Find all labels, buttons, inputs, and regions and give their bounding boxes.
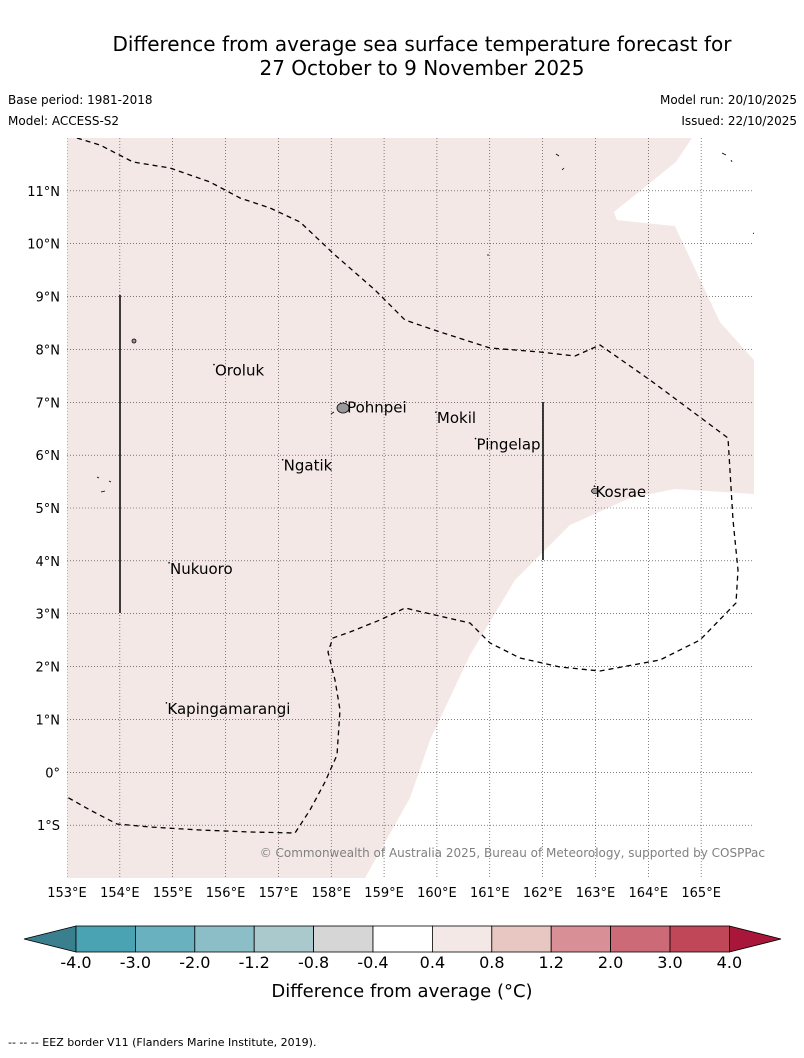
pohnpei-island bbox=[336, 402, 350, 414]
colorbar-tick-label: -0.8 bbox=[298, 953, 329, 972]
colorbar-segment bbox=[372, 925, 433, 953]
latitude-labels: 11°N 10°N 9°N 8°N 7°N 6°N 5°N 4°N 3°N 2°N 1°N 0° 1°S bbox=[27, 185, 60, 834]
colorbar-tick-label: -1.2 bbox=[239, 953, 270, 972]
lon-tick-label: 159°E bbox=[364, 886, 404, 901]
colorbar-under-arrow bbox=[23, 925, 77, 953]
lat-tick-label: 10°N bbox=[27, 238, 60, 253]
place-label: Nukuoro bbox=[170, 560, 233, 578]
colorbar-tick-label: 1.2 bbox=[538, 953, 563, 972]
lon-tick-label: 165°E bbox=[681, 886, 721, 901]
atoll-outline bbox=[721, 152, 733, 163]
kosrae-island bbox=[591, 488, 599, 494]
atoll-outline bbox=[555, 153, 565, 171]
lon-tick-label: 157°E bbox=[259, 886, 299, 901]
lon-tick-label: 153°E bbox=[47, 886, 87, 901]
longitude-labels: 153°E 154°E 155°E 156°E 157°E 158°E 159°E 160°E… bbox=[47, 886, 721, 901]
place-marker bbox=[165, 702, 168, 704]
neutral-region-north bbox=[614, 138, 754, 360]
lat-tick-label: 6°N bbox=[36, 449, 61, 464]
colorbar-tick-label: -3.0 bbox=[120, 953, 151, 972]
title-line-2: 27 October to 9 November 2025 bbox=[259, 56, 585, 80]
graticule bbox=[67, 138, 754, 878]
colorbar-tick-label: 3.0 bbox=[657, 953, 682, 972]
place-marker bbox=[593, 485, 596, 487]
lon-tick-label: 155°E bbox=[153, 886, 193, 901]
colorbar-segment bbox=[75, 925, 136, 953]
colorbar-segment bbox=[669, 925, 730, 953]
place-marker bbox=[281, 458, 284, 461]
copyright-notice: © Commonwealth of Australia 2025, Bureau… bbox=[260, 846, 765, 860]
eez-footnote: -- -- -- EEZ border V11 (Flanders Marine… bbox=[8, 1036, 317, 1049]
lat-tick-label: 11°N bbox=[27, 185, 60, 200]
lon-tick-label: 160°E bbox=[417, 886, 457, 901]
atoll-outline bbox=[330, 411, 335, 415]
place-label: Mokil bbox=[437, 409, 476, 427]
lat-tick-label: 5°N bbox=[36, 502, 61, 517]
small-island bbox=[131, 338, 137, 344]
atoll-outline bbox=[96, 476, 112, 493]
colorbar-tick-label: -0.4 bbox=[357, 953, 388, 972]
colorbar-tick-label: 2.0 bbox=[598, 953, 623, 972]
colorbar: -4.0 -3.0 -2.0 -1.2 -0.8 -0.4 0.4 0.8 1.2 2.0 3.0 4… bbox=[23, 925, 782, 972]
colorbar-segment bbox=[550, 925, 612, 953]
place-label: Pingelap bbox=[477, 436, 541, 454]
place-label: Ngatik bbox=[284, 457, 333, 475]
lat-tick-label: 0° bbox=[45, 766, 60, 781]
lon-tick-label: 156°E bbox=[206, 886, 246, 901]
lat-tick-label: 2°N bbox=[36, 661, 61, 676]
colorbar-tick-label: -4.0 bbox=[60, 953, 91, 972]
lon-tick-label: 163°E bbox=[576, 886, 616, 901]
place-marker bbox=[345, 400, 347, 403]
colorbar-tick-label: 0.4 bbox=[420, 953, 445, 972]
page-title: Difference from average sea surface temp… bbox=[0, 32, 804, 80]
place-label: Kapingamarangi bbox=[167, 700, 290, 718]
colorbar-segment bbox=[194, 925, 255, 953]
lon-tick-label: 162°E bbox=[523, 886, 563, 901]
place-marker bbox=[168, 561, 170, 564]
lon-tick-label: 161°E bbox=[470, 886, 510, 901]
title-line-1: Difference from average sea surface temp… bbox=[112, 32, 732, 56]
lat-tick-label: 1°N bbox=[36, 713, 61, 728]
colorbar-segment bbox=[431, 925, 493, 953]
place-marker bbox=[213, 363, 215, 366]
colorbar-segment bbox=[134, 925, 196, 953]
atoll-outline bbox=[752, 232, 754, 234]
colorbar-segment bbox=[610, 925, 671, 953]
colorbar-over-arrow bbox=[729, 925, 782, 953]
land-islands bbox=[96, 152, 754, 494]
colorbar-tick-label: 4.0 bbox=[717, 953, 742, 972]
lat-tick-label: 9°N bbox=[36, 291, 61, 306]
model-run-label: Model run: 20/10/2025 bbox=[659, 93, 797, 107]
lat-tick-label: 7°N bbox=[36, 396, 61, 411]
colorbar-tick-label: -2.0 bbox=[179, 953, 210, 972]
lon-tick-label: 164°E bbox=[629, 886, 669, 901]
lat-tick-label: 8°N bbox=[36, 343, 61, 358]
base-period-label: Base period: 1981-2018 bbox=[8, 93, 153, 107]
place-marker bbox=[474, 437, 477, 440]
lat-tick-label: 1°S bbox=[37, 819, 60, 834]
place-marker bbox=[435, 411, 437, 413]
lon-tick-label: 154°E bbox=[100, 886, 140, 901]
colorbar-segment bbox=[313, 925, 374, 953]
place-label: Kosrae bbox=[595, 483, 646, 501]
lat-tick-label: 3°N bbox=[36, 608, 61, 623]
lat-tick-label: 4°N bbox=[36, 555, 61, 570]
colorbar-tick-label: 0.8 bbox=[479, 953, 504, 972]
place-label: Pohnpei bbox=[347, 399, 407, 417]
colorbar-label: Difference from average (°C) bbox=[271, 981, 532, 1002]
colorbar-segment bbox=[253, 925, 314, 953]
model-label: Model: ACCESS-S2 bbox=[8, 114, 120, 128]
place-label: Oroluk bbox=[215, 362, 264, 380]
neutral-region-south bbox=[365, 489, 754, 878]
colorbar-segment bbox=[491, 925, 552, 953]
eez-borders bbox=[67, 138, 739, 834]
lon-tick-label: 158°E bbox=[311, 886, 351, 901]
issued-label: Issued: 22/10/2025 bbox=[681, 114, 797, 128]
